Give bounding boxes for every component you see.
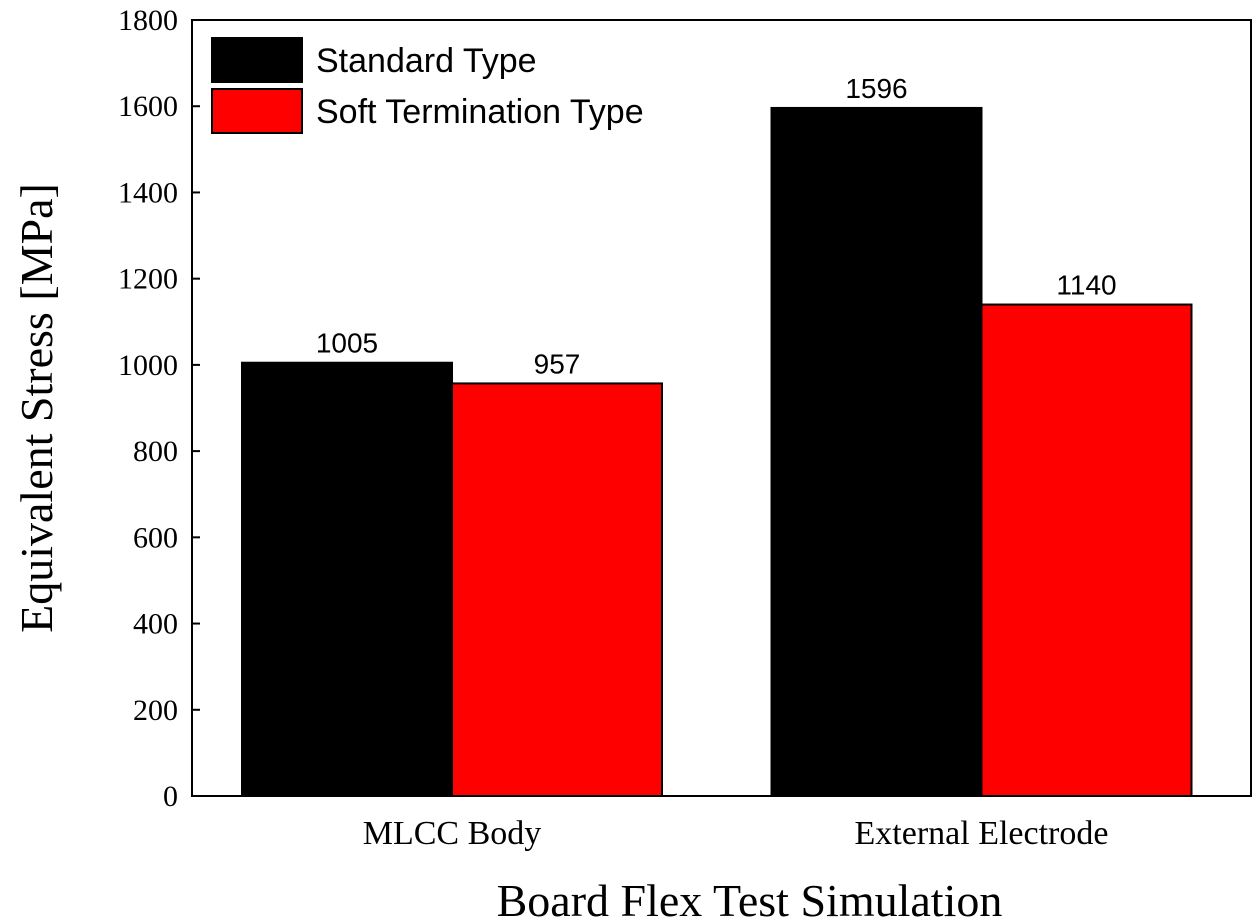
y-tick-label: 1600 xyxy=(118,90,178,123)
bar-soft-termination-mlcc-body xyxy=(451,382,663,797)
y-tick-label: 0 xyxy=(163,780,178,813)
bar-standard-external-electrode xyxy=(770,106,983,798)
x-category-label: External Electrode xyxy=(855,815,1109,852)
bar-standard-mlcc-body xyxy=(241,361,453,797)
y-tick-label: 1200 xyxy=(118,263,178,296)
y-ticks-group: 0 200 400 600 800 1000 1200 1400 1600 1800 xyxy=(118,4,200,813)
y-tick-label: 200 xyxy=(133,694,178,727)
plot-frame xyxy=(191,19,1252,797)
y-tick-label: 800 xyxy=(133,435,178,468)
bar-soft-termination-external-electrode xyxy=(980,303,1193,797)
x-category-label: MLCC Body xyxy=(363,815,542,852)
data-label: 1005 xyxy=(316,328,378,359)
data-label: 1140 xyxy=(1056,270,1116,301)
data-label: 957 xyxy=(534,348,581,379)
data-label: 1596 xyxy=(845,73,907,104)
y-tick-label: 600 xyxy=(133,521,178,554)
y-axis-title: Equivalent Stress [MPa] xyxy=(11,183,62,633)
y-tick-label: 1000 xyxy=(118,349,178,382)
legend-swatch xyxy=(211,88,303,134)
x-ticks-group: MLCC Body External Electrode xyxy=(363,788,1109,852)
axes-group xyxy=(191,19,1252,797)
legend: Standard Type Soft Termination Type xyxy=(211,37,644,134)
legend-label: Soft Termination Type xyxy=(316,93,644,131)
legend-label: Standard Type xyxy=(316,42,537,80)
legend-swatch xyxy=(211,37,303,83)
x-axis-title: Board Flex Test Simulation xyxy=(497,875,1003,922)
data-labels-group: 1005 957 1596 1140 xyxy=(316,73,1117,379)
y-tick-label: 1400 xyxy=(118,176,178,209)
y-tick-label: 400 xyxy=(133,608,178,641)
bars-group xyxy=(241,106,1193,798)
y-tick-label: 1800 xyxy=(118,4,178,37)
